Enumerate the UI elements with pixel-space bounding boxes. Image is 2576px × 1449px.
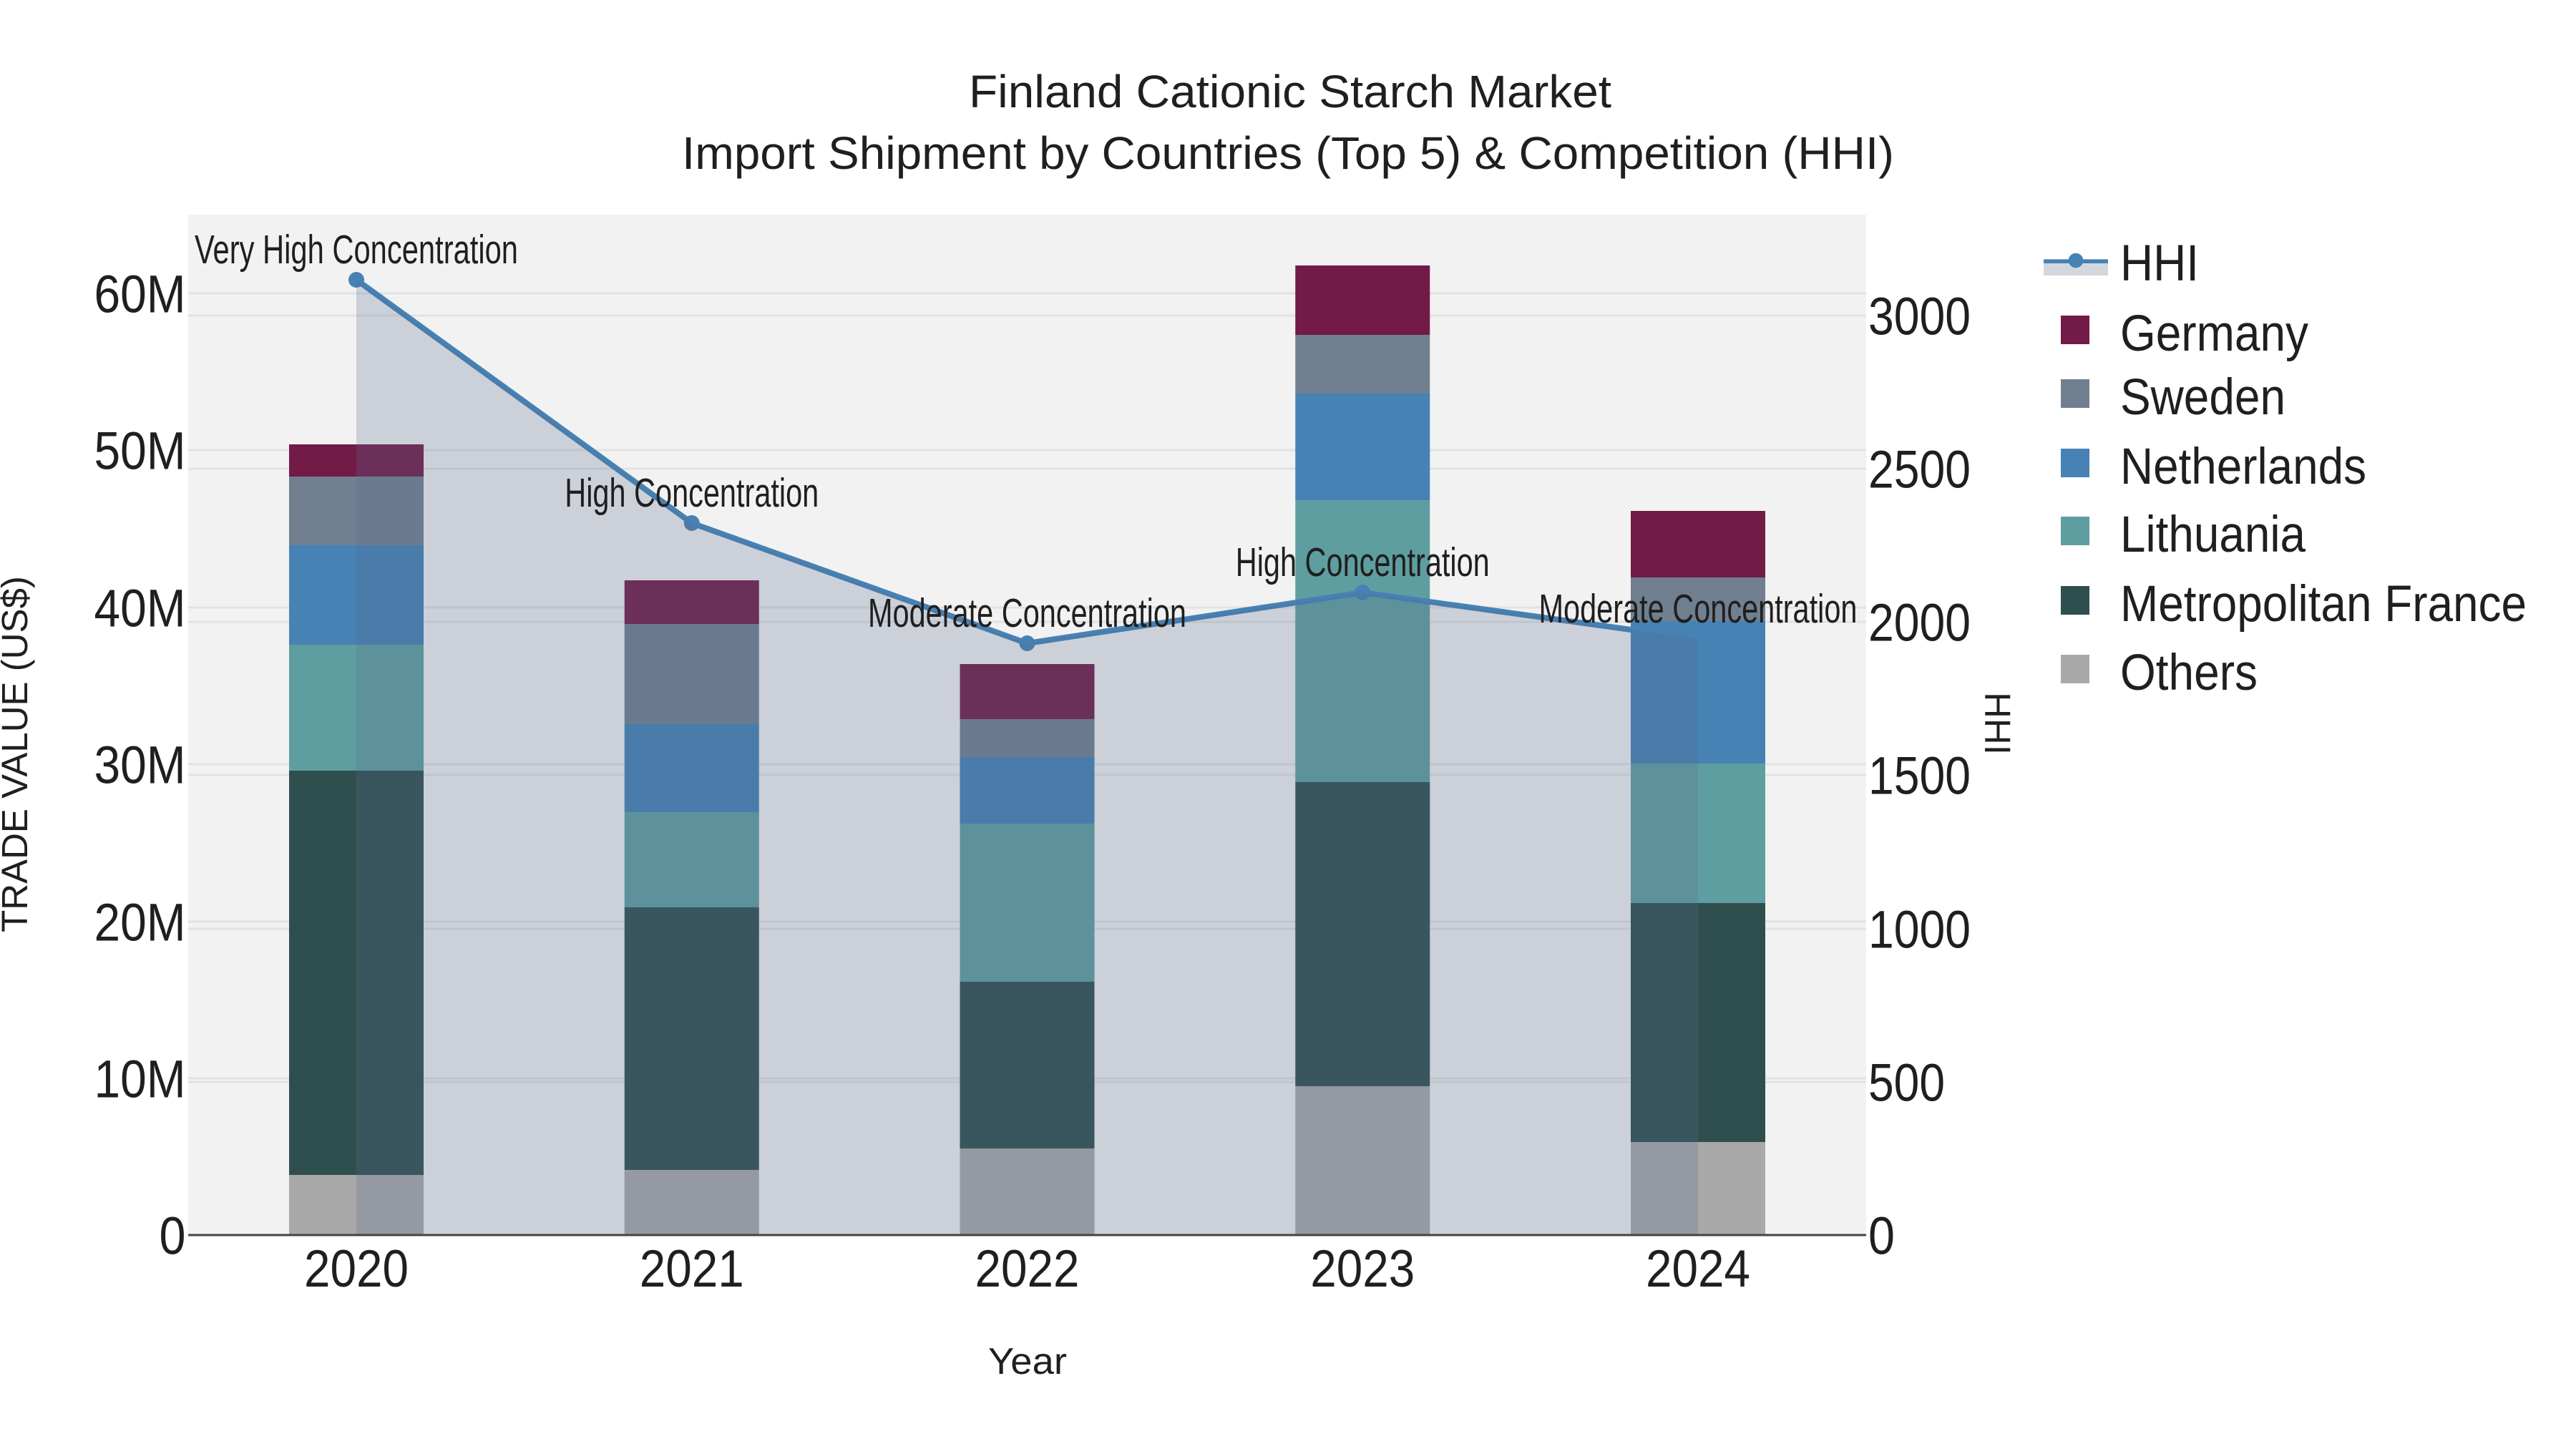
- svg-text:High Concentration: High Concentration: [565, 470, 819, 516]
- svg-text:0: 0: [1868, 1206, 1895, 1265]
- svg-text:20M: 20M: [94, 892, 186, 952]
- svg-text:HHI: HHI: [1977, 692, 2018, 755]
- svg-text:30M: 30M: [94, 735, 186, 794]
- svg-text:HHI: HHI: [2120, 235, 2199, 292]
- svg-text:Year: Year: [988, 1341, 1067, 1382]
- svg-text:40M: 40M: [94, 578, 186, 638]
- svg-text:1000: 1000: [1868, 899, 1971, 959]
- svg-text:2021: 2021: [640, 1240, 744, 1298]
- svg-text:10M: 10M: [94, 1049, 186, 1108]
- svg-text:2020: 2020: [304, 1240, 409, 1298]
- svg-text:Others: Others: [2120, 645, 2258, 701]
- svg-text:1500: 1500: [1868, 746, 1971, 805]
- svg-text:500: 500: [1868, 1053, 1945, 1112]
- svg-text:2000: 2000: [1868, 592, 1971, 652]
- svg-text:Sweden: Sweden: [2120, 369, 2285, 426]
- svg-text:Moderate Concentration: Moderate Concentration: [1539, 586, 1858, 632]
- svg-text:Lithuania: Lithuania: [2120, 507, 2306, 563]
- svg-text:2500: 2500: [1868, 439, 1971, 499]
- svg-text:Germany: Germany: [2120, 306, 2308, 362]
- svg-text:60M: 60M: [94, 264, 186, 323]
- svg-text:2023: 2023: [1310, 1240, 1415, 1298]
- svg-text:Metropolitan France: Metropolitan France: [2120, 576, 2527, 633]
- svg-text:Finland Cationic Starch Market: Finland Cationic Starch Market: [969, 66, 1611, 117]
- svg-text:Very High Concentration: Very High Concentration: [195, 227, 518, 273]
- svg-text:2024: 2024: [1646, 1240, 1750, 1298]
- svg-text:Moderate Concentration: Moderate Concentration: [868, 590, 1186, 636]
- svg-text:0: 0: [160, 1206, 186, 1265]
- svg-text:50M: 50M: [94, 421, 186, 480]
- svg-text:3000: 3000: [1868, 286, 1971, 346]
- svg-text:2022: 2022: [975, 1240, 1080, 1298]
- svg-text:High Concentration: High Concentration: [1236, 540, 1490, 585]
- svg-text:TRADE VALUE (US$): TRADE VALUE (US$): [0, 576, 35, 932]
- svg-text:Netherlands: Netherlands: [2120, 439, 2366, 495]
- svg-text:Import Shipment by Countries (: Import Shipment by Countries (Top 5) & C…: [682, 127, 1894, 179]
